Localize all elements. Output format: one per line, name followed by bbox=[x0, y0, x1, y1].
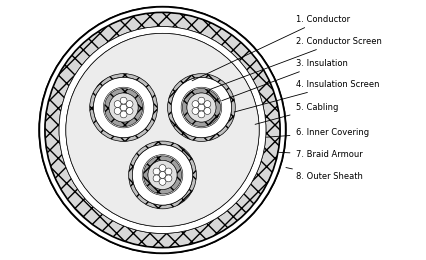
Wedge shape bbox=[171, 77, 232, 138]
Circle shape bbox=[159, 172, 166, 178]
Circle shape bbox=[109, 93, 138, 122]
Text: 5. Cabling: 5. Cabling bbox=[255, 103, 338, 124]
Wedge shape bbox=[129, 141, 196, 209]
Text: 7. Braid Armour: 7. Braid Armour bbox=[279, 150, 362, 159]
Circle shape bbox=[153, 168, 160, 175]
Circle shape bbox=[159, 178, 166, 185]
Text: 4. Insulation Screen: 4. Insulation Screen bbox=[234, 80, 379, 112]
Circle shape bbox=[192, 108, 199, 114]
Circle shape bbox=[159, 165, 166, 172]
Circle shape bbox=[165, 175, 172, 182]
Circle shape bbox=[126, 108, 133, 114]
Wedge shape bbox=[45, 12, 280, 248]
Circle shape bbox=[153, 175, 160, 182]
Circle shape bbox=[126, 101, 133, 108]
Circle shape bbox=[192, 101, 199, 108]
Wedge shape bbox=[90, 74, 158, 141]
Text: 6. Inner Covering: 6. Inner Covering bbox=[266, 128, 368, 137]
Wedge shape bbox=[144, 156, 181, 194]
Circle shape bbox=[114, 108, 121, 114]
Circle shape bbox=[39, 7, 286, 253]
Text: 2. Conductor Screen: 2. Conductor Screen bbox=[210, 37, 381, 90]
Wedge shape bbox=[93, 77, 154, 138]
Text: 3. Insulation: 3. Insulation bbox=[222, 59, 347, 101]
Circle shape bbox=[187, 93, 216, 122]
Circle shape bbox=[148, 160, 177, 190]
Circle shape bbox=[198, 111, 205, 118]
Circle shape bbox=[120, 104, 127, 111]
Circle shape bbox=[120, 111, 127, 118]
Circle shape bbox=[204, 101, 211, 108]
Circle shape bbox=[103, 87, 144, 128]
Circle shape bbox=[204, 108, 211, 114]
Circle shape bbox=[114, 101, 121, 108]
Wedge shape bbox=[132, 145, 193, 205]
Circle shape bbox=[142, 155, 183, 195]
Circle shape bbox=[181, 87, 222, 128]
Circle shape bbox=[120, 97, 127, 104]
Circle shape bbox=[165, 168, 172, 175]
Circle shape bbox=[198, 97, 205, 104]
Wedge shape bbox=[39, 7, 286, 253]
Circle shape bbox=[66, 33, 259, 227]
Wedge shape bbox=[104, 88, 143, 127]
Text: 8. Outer Sheath: 8. Outer Sheath bbox=[286, 167, 363, 181]
Text: 1. Conductor: 1. Conductor bbox=[192, 15, 350, 81]
Wedge shape bbox=[59, 27, 266, 233]
Wedge shape bbox=[182, 88, 221, 127]
Circle shape bbox=[198, 104, 205, 111]
Wedge shape bbox=[167, 74, 235, 141]
